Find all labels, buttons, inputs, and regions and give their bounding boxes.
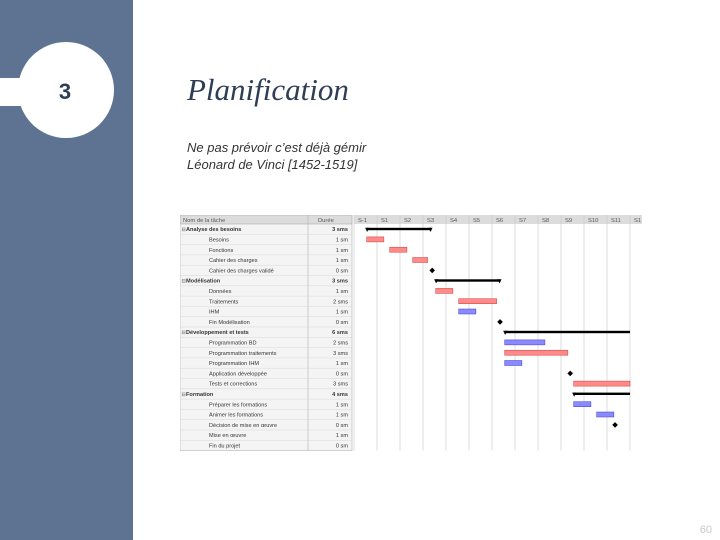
task-bar	[573, 380, 631, 387]
slide-number: 3	[58, 79, 72, 104]
header-duration: Durée	[318, 218, 334, 224]
week-label: S1	[381, 218, 388, 224]
task-duration: 1 sm	[336, 258, 348, 264]
task-bar	[596, 411, 615, 418]
summary-start-tip	[365, 227, 370, 232]
task-name: Application développée	[209, 371, 267, 377]
milestone-marker	[612, 422, 618, 428]
collapse-icon: ⊟	[182, 330, 186, 336]
task-name: Tests et corrections	[209, 382, 257, 388]
milestone-marker	[567, 370, 573, 377]
task-name: IHM	[209, 310, 220, 316]
task-bar	[366, 236, 385, 243]
week-label: S6	[496, 218, 503, 224]
task-name: Besoins	[209, 238, 229, 244]
task-name: Mise en œuvre	[209, 433, 246, 439]
summary-bar	[504, 330, 630, 334]
task-duration: 3 sms	[333, 351, 348, 357]
task-duration: 0 sm	[336, 371, 348, 377]
week-label: S1	[634, 218, 641, 224]
slide-title: Planification	[187, 72, 349, 107]
week-label: S5	[473, 218, 480, 224]
task-bar	[504, 360, 523, 366]
collapse-icon: ⊟	[182, 279, 186, 285]
task-duration: 1 sm	[336, 310, 348, 316]
task-name: Cahier des charges validé	[209, 268, 274, 274]
task-name: Analyse des besoins	[186, 227, 241, 233]
task-duration: 1 sm	[336, 402, 348, 408]
task-duration: 1 sm	[336, 361, 348, 367]
milestone-marker	[429, 267, 435, 274]
task-duration: 1 sm	[336, 289, 348, 295]
summary-bar	[366, 227, 432, 231]
task-bar	[412, 257, 428, 263]
task-name: Programmation IHM	[209, 361, 259, 367]
task-name: Traitements	[209, 299, 239, 305]
task-bar	[435, 288, 454, 294]
week-label: S9	[565, 218, 572, 224]
task-duration: 3 sms	[333, 382, 348, 388]
summary-bar	[573, 392, 630, 395]
task-duration: 0 sm	[336, 320, 348, 326]
table-header-bg	[180, 215, 353, 225]
task-duration: 0 sm	[336, 423, 348, 429]
task-bar	[504, 339, 546, 346]
week-label: S3	[427, 218, 434, 224]
task-name: Animer les formations	[209, 413, 263, 419]
quote-text: Ne pas prévoir c’est déjà gémir	[187, 140, 367, 155]
week-label: S8	[542, 218, 549, 224]
collapse-icon: ⊟	[182, 227, 186, 233]
week-label: S7	[519, 218, 526, 224]
summary-start-tip	[572, 392, 577, 397]
summary-start-tip	[434, 279, 439, 284]
collapse-icon: ⊟	[182, 392, 186, 398]
page-number: 60	[699, 524, 712, 536]
task-name: Développement et tests	[186, 330, 249, 336]
task-bar	[458, 308, 477, 315]
summary-bar	[435, 279, 501, 282]
week-label: S2	[404, 218, 411, 224]
task-name: Fin du projet	[209, 444, 241, 450]
week-label: S10	[588, 218, 598, 224]
task-name: Programmation BD	[209, 341, 257, 347]
task-duration: 0 sm	[336, 444, 348, 450]
task-name: Données	[209, 289, 232, 295]
summary-end-tip	[428, 227, 433, 232]
milestone-marker	[497, 319, 503, 325]
task-name: Décision de mise en œuvre	[209, 423, 277, 429]
task-name: Formation	[186, 392, 214, 398]
timeline-header-bg	[354, 215, 642, 224]
task-bar	[504, 349, 569, 356]
task-name: Programmation traitements	[209, 351, 277, 357]
task-duration: 2 sms	[333, 341, 348, 347]
task-duration: 3 sms	[332, 227, 348, 233]
task-name: Modélisation	[186, 279, 221, 285]
task-bar	[389, 246, 408, 253]
task-bar	[573, 401, 592, 407]
week-label: S11	[611, 218, 621, 224]
summary-start-tip	[503, 330, 508, 335]
task-duration: 3 sms	[332, 279, 348, 285]
task-duration: 6 sms	[332, 330, 348, 336]
week-label: S4	[450, 218, 458, 224]
quote-author: Léonard de Vinci [1452-1519]	[187, 157, 358, 172]
task-duration: 1 sm	[336, 433, 348, 439]
task-duration: 1 sm	[336, 238, 348, 244]
task-duration: 4 sms	[332, 392, 348, 398]
summary-end-tip	[497, 279, 502, 284]
task-duration: 1 sm	[336, 248, 348, 254]
gantt-chart: Nom de la tâche Durée S-1 S1 S2 S3 S4 S5 S6 S7 S8 S…	[180, 215, 642, 451]
task-bar	[458, 298, 497, 304]
task-duration: 1 sm	[336, 413, 348, 419]
number-circle	[18, 42, 114, 138]
week-label: S-1	[358, 218, 367, 224]
task-name: Cahier des charges	[209, 258, 258, 264]
task-duration: 0 sm	[336, 268, 348, 274]
task-name: Fin Modélisation	[209, 320, 250, 326]
header-name: Nom de la tâche	[183, 218, 225, 224]
task-duration: 2 sms	[333, 299, 348, 305]
task-name: Fonctions	[209, 248, 233, 254]
task-name: Préparer les formations	[209, 402, 267, 408]
